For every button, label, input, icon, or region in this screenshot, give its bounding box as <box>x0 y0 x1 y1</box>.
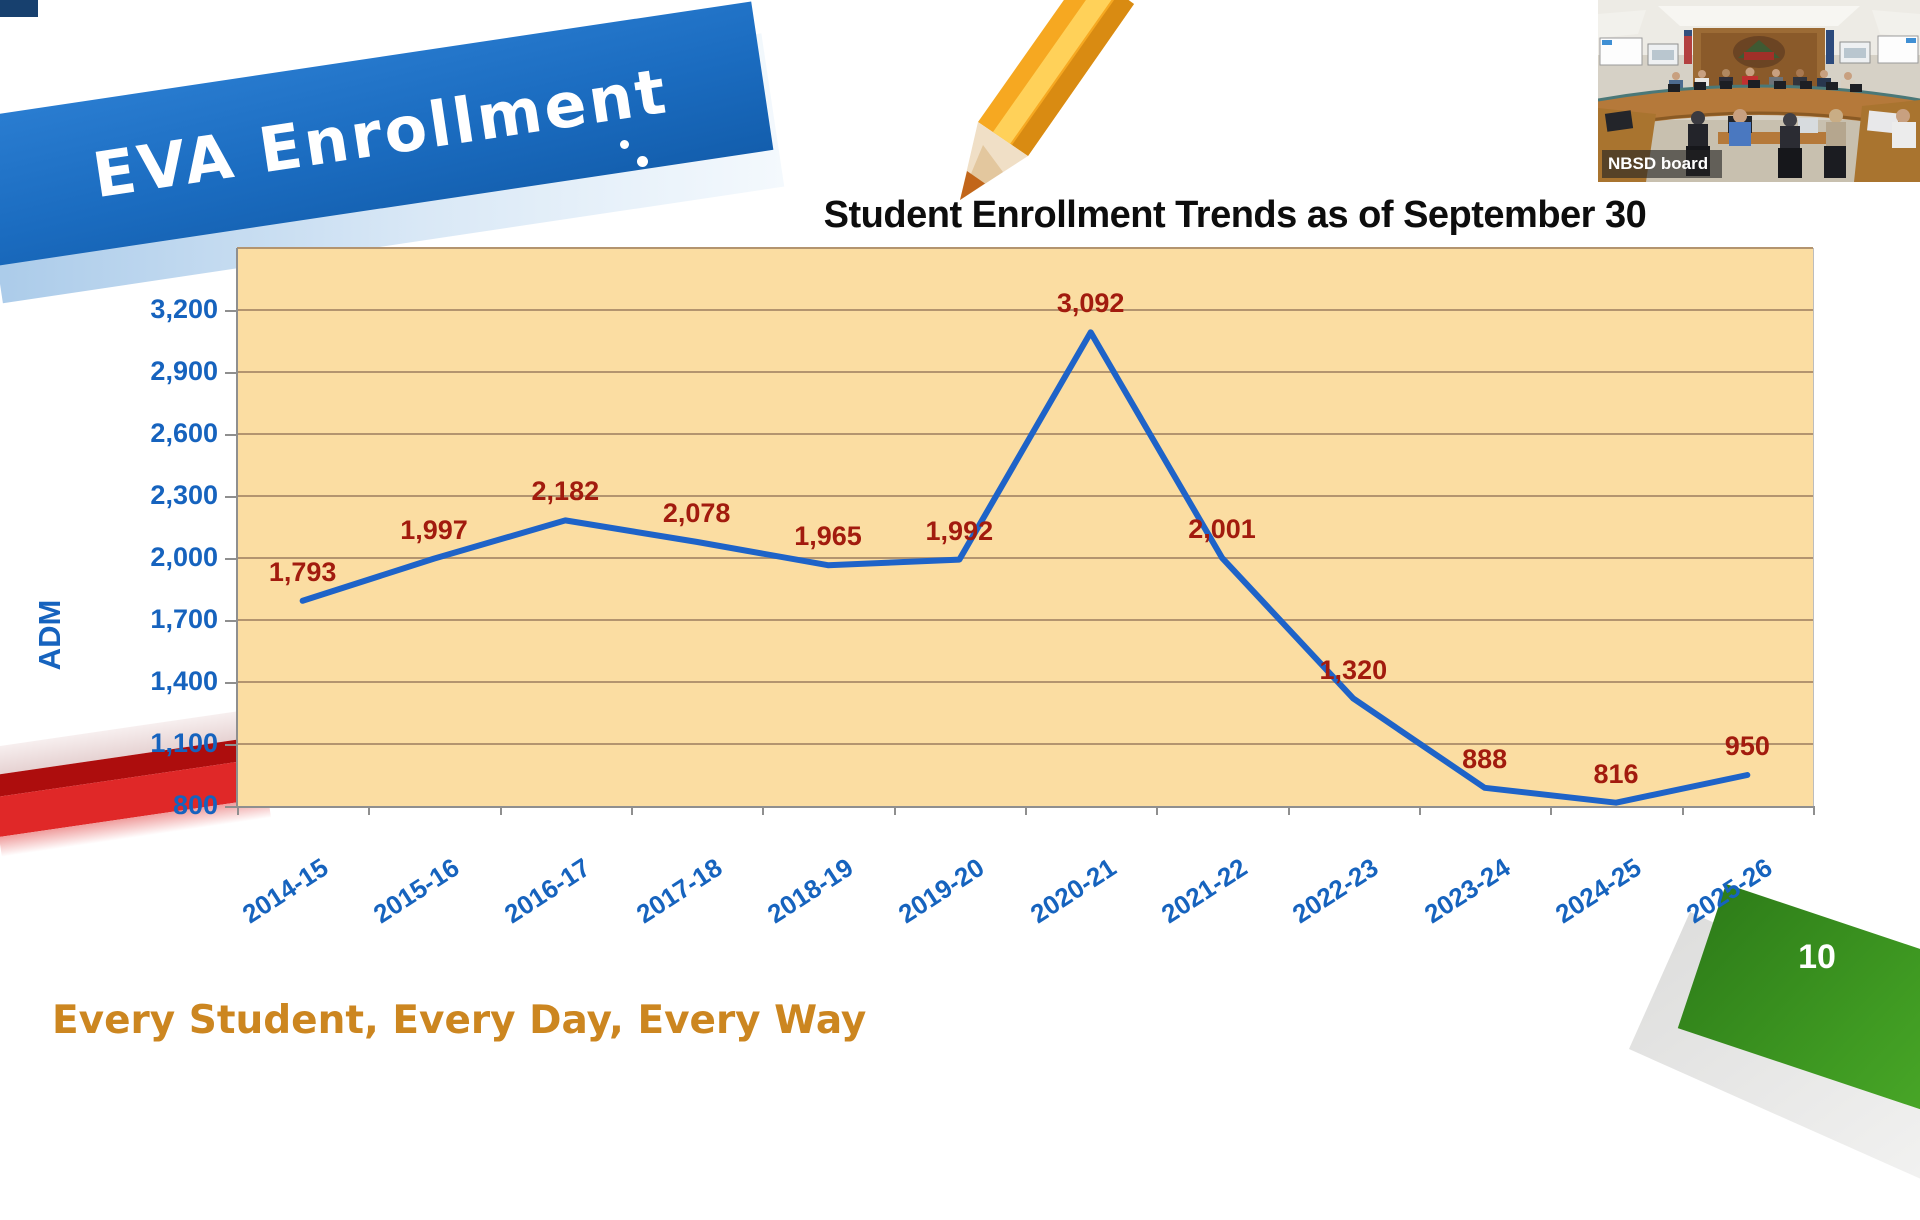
plot-right-border <box>1813 248 1814 814</box>
data-label: 3,092 <box>1056 288 1125 319</box>
slide-tagline: Every Student, Every Day, Every Way <box>52 998 867 1043</box>
y-axis-tick-label: 1,100 <box>150 728 218 758</box>
y-tick <box>225 620 237 622</box>
gridline <box>237 495 1813 497</box>
x-axis-tick-label: 2022-23 <box>1287 852 1384 930</box>
video-caption: NBSD board <box>1602 150 1722 178</box>
y-tick <box>225 372 237 374</box>
data-label: 1,793 <box>268 556 337 587</box>
y-tick <box>225 496 237 498</box>
x-axis-tick-label: 2014-15 <box>236 852 333 930</box>
video-thumbnail[interactable] <box>1598 0 1920 182</box>
x-tick <box>1681 806 1684 815</box>
x-axis-tick-label: 2016-17 <box>499 852 596 930</box>
banner-dot <box>637 156 648 167</box>
gridline <box>237 433 1813 435</box>
x-tick <box>893 806 896 815</box>
gridline <box>237 247 1813 249</box>
gridline <box>237 743 1813 745</box>
x-tick <box>1419 806 1421 815</box>
y-tick <box>225 434 237 436</box>
data-label: 2,182 <box>531 476 600 507</box>
data-label: 1,965 <box>794 521 862 552</box>
x-axis-tick-label: 2024-25 <box>1549 852 1647 930</box>
y-axis-tick-label: 1,400 <box>150 666 218 696</box>
x-axis-tick-label: 2019-20 <box>893 852 990 930</box>
x-tick <box>762 806 765 815</box>
x-axis-tick-label: 2021-22 <box>1155 852 1253 930</box>
gridline <box>237 681 1813 683</box>
pencil-icon <box>960 0 1134 200</box>
data-label: 2,078 <box>662 497 731 528</box>
x-tick <box>1550 806 1553 815</box>
board-room-scene <box>1598 0 1920 182</box>
x-tick <box>237 806 239 815</box>
gridline <box>237 619 1813 621</box>
y-tick <box>225 682 237 684</box>
y-axis-tick-label: 2,600 <box>150 418 218 448</box>
y-tick <box>225 806 237 808</box>
video-caption-text: NBSD board <box>1608 154 1709 173</box>
gridline <box>237 309 1813 311</box>
series-line <box>299 329 1751 806</box>
data-label: 2,001 <box>1188 513 1256 544</box>
x-axis-tick-label: 2015-16 <box>367 852 465 930</box>
x-tick <box>368 806 371 815</box>
y-axis-tick-label: 2,300 <box>150 480 218 510</box>
x-tick <box>1813 806 1815 815</box>
y-axis-title: ADM <box>32 599 67 671</box>
corner-accent-shape <box>0 0 38 17</box>
data-label: 1,320 <box>1319 654 1388 685</box>
data-label: 816 <box>1593 758 1639 789</box>
x-tick <box>1025 806 1027 815</box>
gridline <box>237 371 1813 373</box>
x-tick <box>1156 806 1159 815</box>
data-label: 888 <box>1462 743 1508 774</box>
y-tick <box>225 744 237 746</box>
y-axis-tick-label: 3,200 <box>150 294 218 324</box>
data-label: 950 <box>1724 731 1770 761</box>
y-axis-tick-label: 800 <box>172 790 218 820</box>
y-tick <box>225 310 237 312</box>
x-axis-tick-label: 2023-24 <box>1418 852 1515 930</box>
y-axis-tick-label: 2,000 <box>150 542 218 572</box>
data-label: 1,997 <box>400 514 468 545</box>
x-axis-tick-label: 2018-19 <box>761 852 859 930</box>
plot-area <box>237 248 1813 806</box>
x-tick <box>1287 806 1290 815</box>
page-number: 10 <box>1798 938 1836 976</box>
chart-title: Student Enrollment Trends as of Septembe… <box>823 194 1647 236</box>
x-axis-tick-label: 2017-18 <box>630 852 727 930</box>
gridline <box>237 557 1813 559</box>
y-axis-line <box>236 248 238 808</box>
x-axis-tick-label: 2020-21 <box>1024 852 1121 930</box>
data-label: 1,992 <box>925 515 994 546</box>
x-tick <box>499 806 502 815</box>
x-tick <box>631 806 633 815</box>
y-axis-tick-label: 1,700 <box>150 604 218 634</box>
y-axis-tick-label: 2,900 <box>150 356 218 386</box>
y-tick <box>225 558 237 560</box>
banner-dot <box>620 140 629 149</box>
